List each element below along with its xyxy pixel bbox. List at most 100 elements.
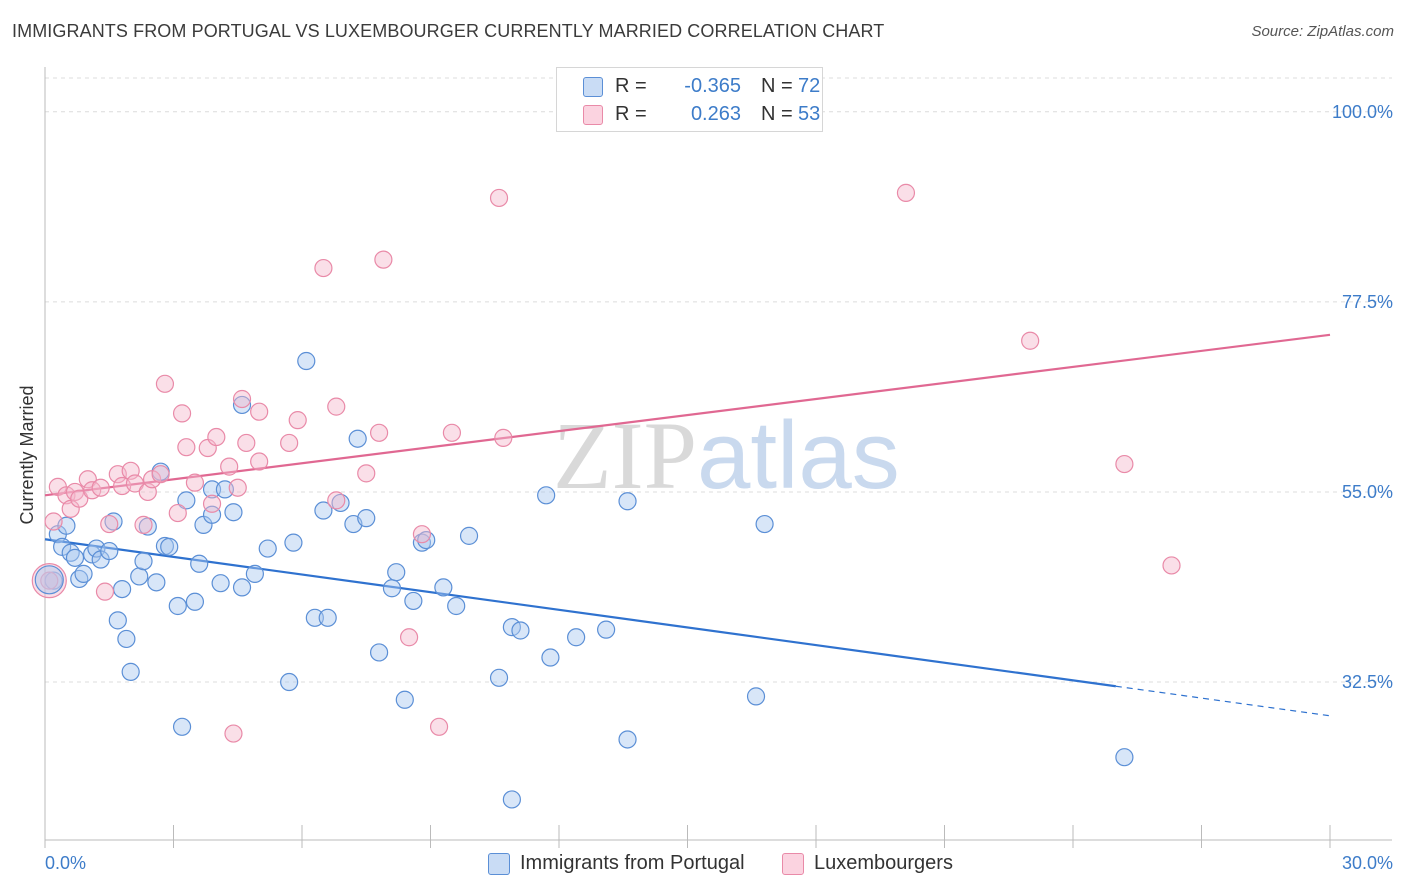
portugal-point: [502, 790, 521, 809]
portugal-point: [211, 574, 230, 593]
luxembourg-point: [370, 423, 389, 442]
luxembourg-point: [40, 571, 59, 590]
luxembourg-point: [207, 427, 226, 447]
legend-swatch-portugal: [583, 77, 603, 97]
portugal-point: [305, 608, 324, 627]
luxembourg-point: [220, 457, 239, 476]
portugal-point: [297, 351, 316, 371]
portugal-point: [404, 591, 423, 611]
trend-lines: [44, 333, 1331, 717]
luxembourg-point: [288, 411, 307, 430]
portugal-point: [130, 567, 149, 586]
portugal-point: [370, 643, 389, 662]
luxembourg-cluster-point: [31, 563, 67, 599]
y-tick-label: 100.0%: [1332, 102, 1393, 122]
portugal-point: [44, 571, 63, 590]
portugal-point: [172, 717, 192, 736]
portugal-point: [224, 503, 243, 522]
portugal-point: [447, 596, 466, 616]
legend-n-label: N =: [761, 75, 793, 97]
watermark-zip: ZIP: [553, 402, 697, 509]
luxembourg-point: [1115, 454, 1134, 474]
luxembourg-point: [374, 250, 393, 269]
portugal-point: [160, 537, 179, 556]
luxembourg-point: [177, 438, 196, 457]
portugal-point: [258, 539, 277, 558]
luxembourg-point: [237, 433, 256, 453]
legend-r-label: R =: [615, 103, 647, 125]
luxembourg-point: [489, 188, 509, 208]
data-points: [31, 183, 1181, 809]
portugal-point: [618, 492, 637, 511]
portugal-point: [245, 564, 264, 583]
y-tick-label: 77.5%: [1342, 292, 1393, 312]
luxembourg-point: [142, 470, 162, 489]
luxembourg-point: [125, 474, 145, 493]
luxembourg-point: [172, 404, 192, 423]
portugal-point: [314, 501, 333, 520]
portugal-point: [387, 563, 406, 582]
luxembourg-point: [185, 473, 205, 492]
axes: [44, 67, 1392, 848]
legend-n-value: 72: [798, 75, 821, 97]
legend-r-value: -0.365: [684, 75, 741, 97]
luxembourg-point: [155, 374, 175, 393]
portugal-cluster-point: [34, 565, 64, 595]
luxembourg-point: [91, 478, 110, 497]
luxembourg-point: [357, 464, 376, 483]
luxembourg-point: [896, 183, 916, 202]
portugal-point: [168, 596, 187, 616]
portugal-point: [121, 662, 140, 681]
correlation-legend: R = -0.365 N = 72 R = 0.263 N = 53: [556, 67, 823, 132]
portugal-point: [177, 491, 196, 510]
luxembourg-point: [494, 428, 513, 447]
luxembourg-point: [202, 494, 222, 513]
x-tick-label: 30.0%: [1342, 853, 1393, 873]
portugal-point: [284, 533, 303, 552]
portugal-point: [511, 621, 530, 640]
portugal-point: [597, 620, 616, 639]
portugal-point: [541, 648, 560, 667]
portugal-trend-extension: [1115, 685, 1331, 717]
portugal-point: [348, 429, 367, 448]
source-label: Source: ZipAtlas.com: [1251, 23, 1394, 40]
luxembourg-point: [100, 514, 119, 534]
watermark: ZIPatlas: [553, 400, 900, 511]
portugal-point: [459, 526, 479, 545]
legend-r-value: 0.263: [690, 103, 741, 125]
luxembourg-point: [151, 465, 170, 484]
portugal-point: [202, 480, 222, 499]
luxembourg-point: [412, 525, 432, 544]
luxembourg-point: [327, 397, 346, 416]
portugal-point: [755, 514, 774, 534]
portugal-point: [190, 554, 209, 573]
luxembourg-point: [250, 452, 269, 471]
legend-r-label: R =: [615, 75, 647, 97]
portugal-point: [147, 573, 166, 592]
luxembourg-point: [224, 724, 243, 743]
luxembourg-point: [95, 582, 115, 601]
portugal-point: [395, 690, 414, 709]
portugal-point: [318, 608, 337, 627]
luxembourg-point: [228, 478, 247, 497]
portugal-point: [185, 592, 205, 611]
luxembourg-trend-line: [44, 333, 1331, 497]
portugal-point: [537, 486, 556, 505]
series-name-portugal: Immigrants from Portugal: [520, 852, 745, 874]
luxembourg-point: [250, 402, 269, 421]
portugal-point: [382, 579, 402, 598]
portugal-point: [746, 687, 766, 706]
portugal-trend-line: [44, 538, 1116, 688]
chart-title: IMMIGRANTS FROM PORTUGAL VS LUXEMBOURGER…: [12, 21, 885, 41]
portugal-point: [280, 672, 299, 692]
series-swatch-portugal: [488, 853, 510, 875]
x-tick-label: 0.0%: [45, 853, 86, 873]
portugal-point: [618, 730, 637, 749]
portugal-point: [489, 668, 509, 687]
portugal-point: [232, 578, 252, 597]
luxembourg-point: [314, 258, 333, 278]
luxembourg-point: [78, 470, 97, 489]
portugal-point: [357, 509, 376, 528]
luxembourg-point: [168, 503, 187, 523]
